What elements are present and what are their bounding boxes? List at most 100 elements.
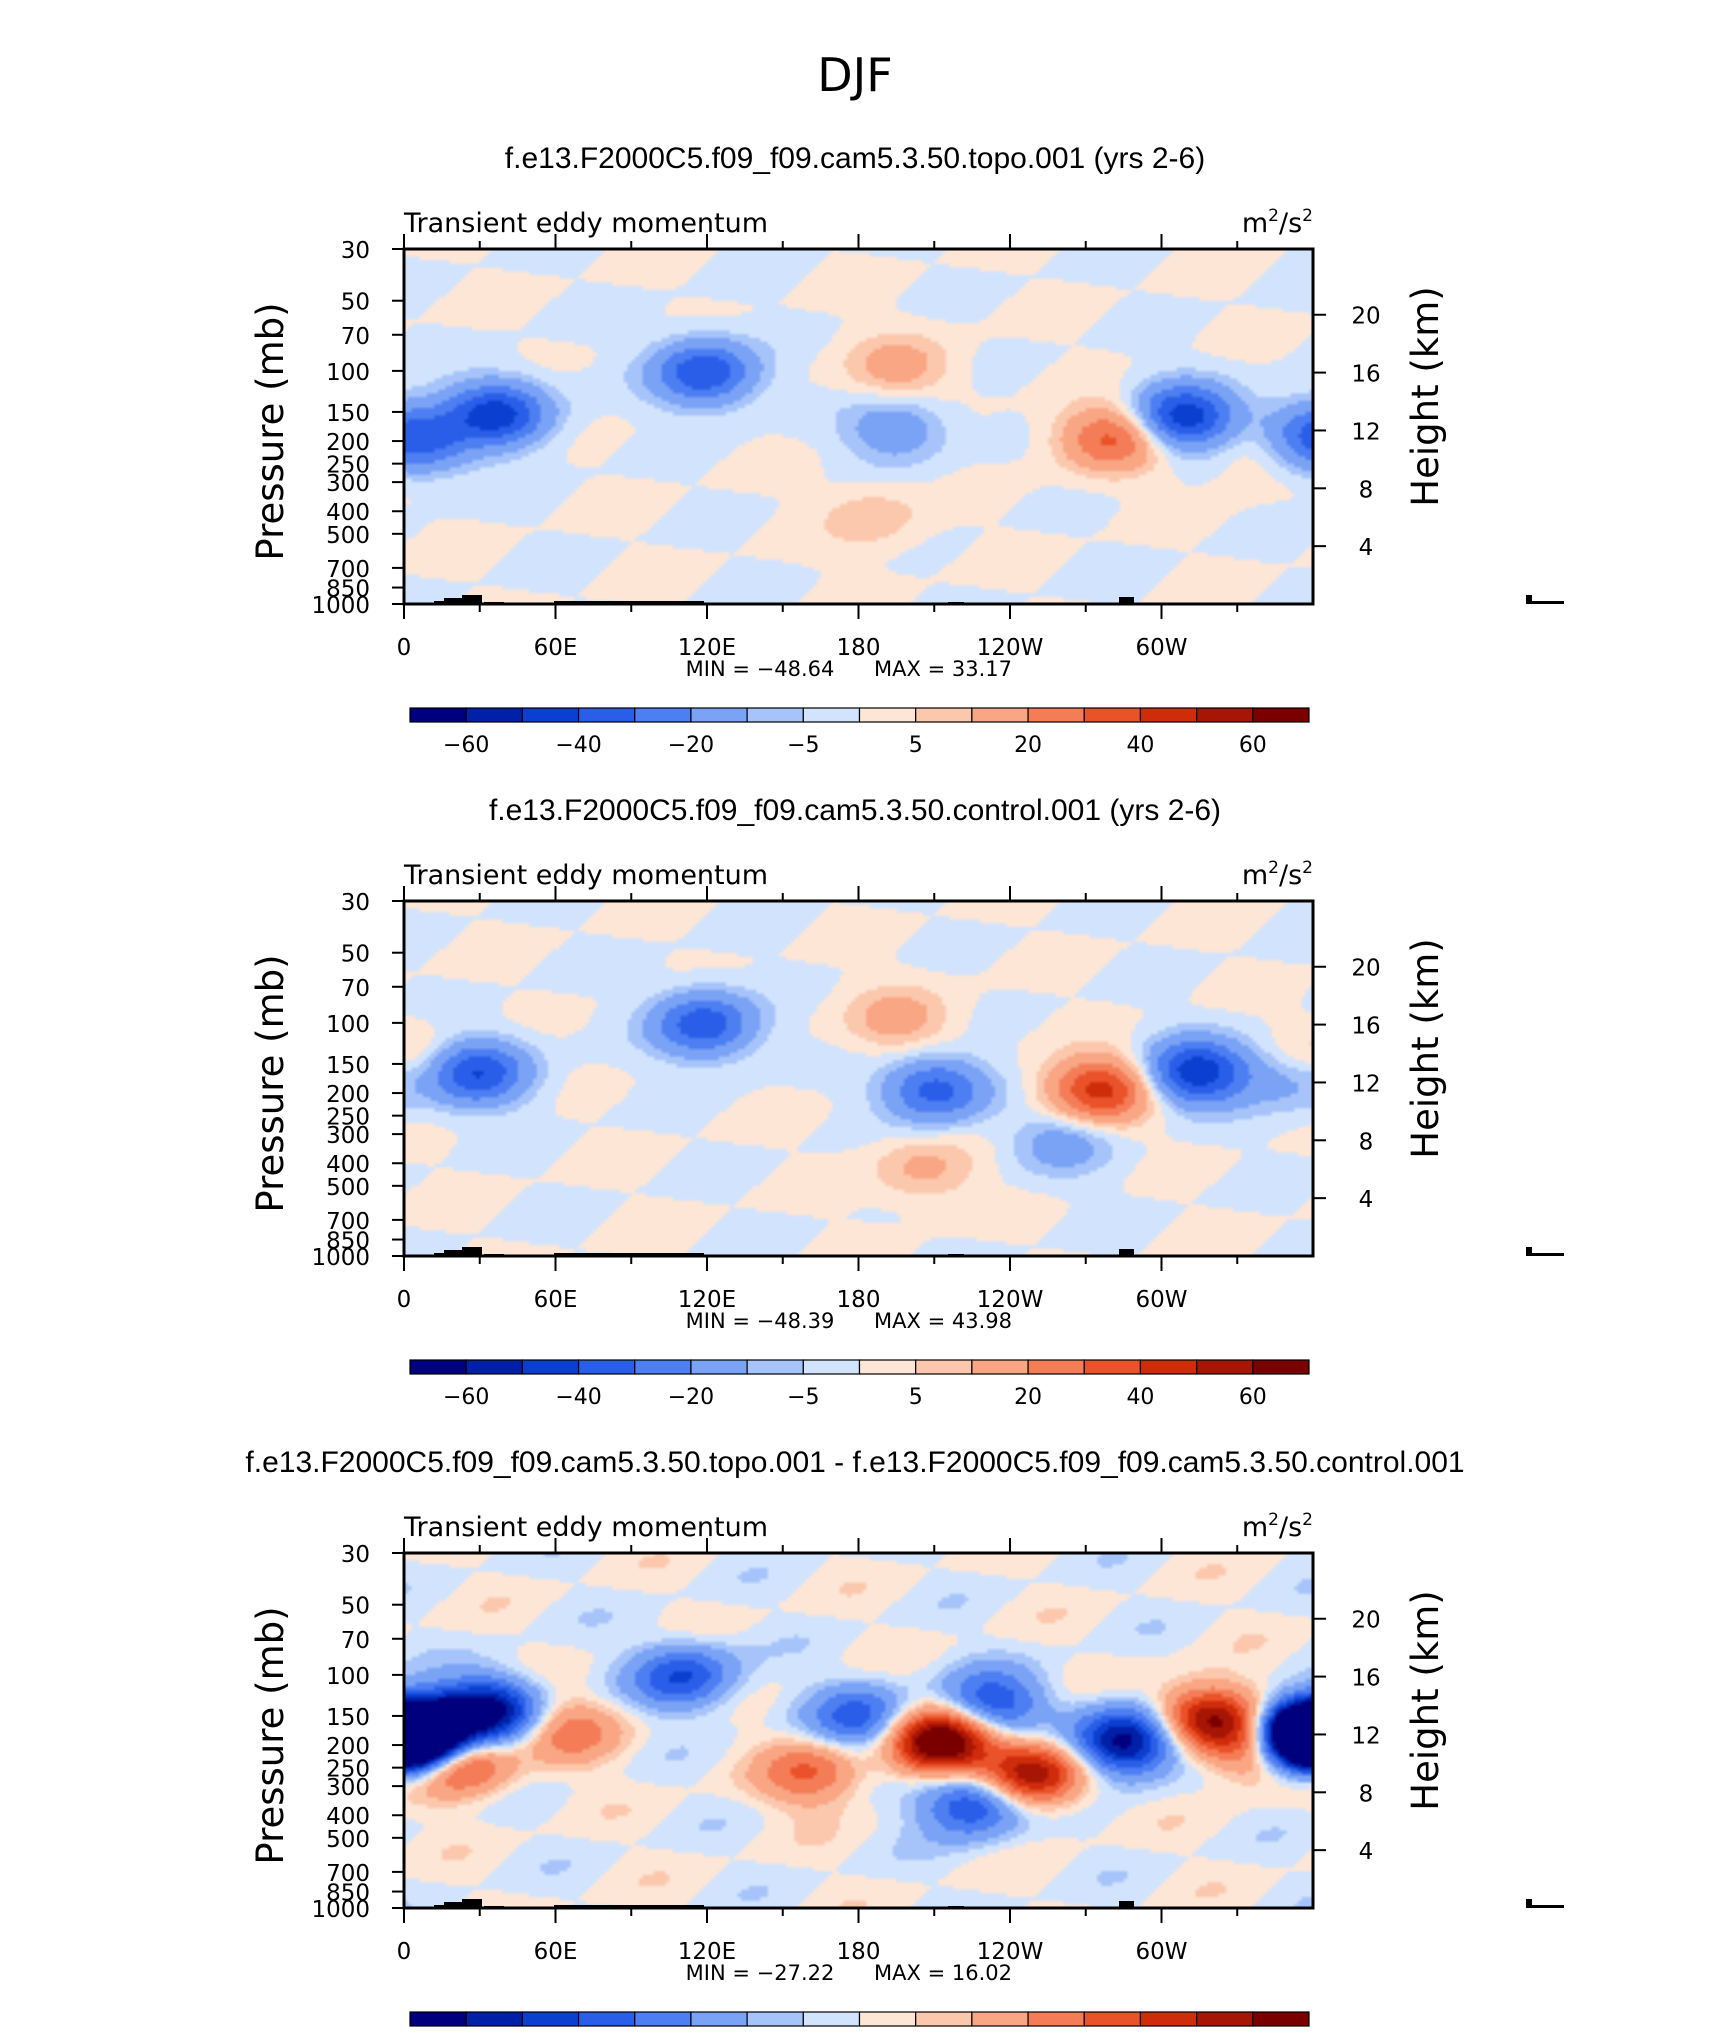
terrain-bar [444,1902,462,1908]
terrain-bar [1119,1901,1134,1908]
colorbar-label: 5 [909,1385,923,1410]
y-tick-label: 100 [326,1012,370,1038]
x-tick-label: 60W [1135,1287,1187,1313]
x-tick-label: 120W [977,1939,1044,1965]
colorbar-bin [577,707,636,723]
x-tick-label: 0 [397,1287,412,1313]
colorbar-label: 5 [909,733,923,758]
y-tick-label: 30 [341,238,370,264]
colorbar-bin [1083,1359,1142,1375]
x-tick-label: 0 [397,635,412,661]
y-axis-label: Pressure (mb) [249,302,292,560]
colorbar-bin [577,2011,636,2027]
units-label: m2/s2 [1242,1510,1313,1543]
terrain-bar [1526,595,1532,604]
y-tick-label: 70 [341,976,370,1002]
y-tick-label: 1000 [311,1897,370,1923]
x-tick-label: 120E [678,635,736,661]
colorbar-bin [858,2011,917,2027]
x-tick-label: 120W [977,1287,1044,1313]
y2-tick-label: 12 [1351,419,1380,445]
y2-tick-label: 4 [1359,1187,1374,1213]
panel-title: f.e13.F2000C5.f09_f09.cam5.3.50.topo.001… [245,1446,1464,1479]
colorbar-bin [746,1359,804,1375]
y2-axis-label: Height (km) [1404,1590,1447,1810]
y-tick-label: 1000 [311,593,370,619]
colorbar-bin [915,1359,973,1375]
colorbar-label: −5 [787,733,819,758]
y2-tick-label: 20 [1351,956,1380,982]
y-tick-label: 100 [326,360,370,386]
colorbar-bin [858,707,917,723]
variable-label: Transient eddy momentum [403,1512,768,1543]
x-tick-label: 60W [1135,1939,1187,1965]
terrain-bar [1532,601,1564,604]
colorbar-bin [746,707,804,723]
y-tick-label: 250 [326,1105,370,1131]
colorbar-label: −20 [668,733,714,758]
y-tick-label: 200 [326,430,370,456]
colorbar-label: −40 [555,733,601,758]
panel-title: f.e13.F2000C5.f09_f09.cam5.3.50.control.… [489,794,1221,827]
panel-1: f.e13.F2000C5.f09_f09.cam5.3.50.topo.001… [249,142,1564,758]
colorbar-bin [1027,707,1085,723]
colorbar-bin [634,1359,692,1375]
colorbar-bin [1139,2011,1198,2027]
terrain-bar [444,1250,462,1256]
min-label: MIN = −27.22 [686,1961,835,1985]
colorbar-label: 20 [1014,1385,1042,1410]
colorbar-bin [634,2011,692,2027]
contour-field [404,249,1313,604]
y-tick-label: 70 [341,1628,370,1654]
colorbar-bin [1196,707,1254,723]
y2-tick-label: 12 [1351,1071,1380,1097]
colorbar-bin [1196,1359,1254,1375]
y-tick-label: 30 [341,1542,370,1568]
y-tick-label: 150 [326,401,370,427]
colorbar-bin [690,1359,748,1375]
y-tick-label: 150 [326,1053,370,1079]
colorbar-label: 20 [1014,733,1042,758]
colorbar-bin [409,1359,467,1375]
y-tick-label: 50 [341,942,370,968]
y2-tick-label: 8 [1359,1781,1374,1807]
variable-label: Transient eddy momentum [403,208,768,239]
colorbar-label: 40 [1126,1385,1154,1410]
colorbar-label: −60 [443,1385,489,1410]
y-tick-label: 200 [326,1082,370,1108]
colorbar-bin [915,2011,973,2027]
colorbar-bin [971,2011,1029,2027]
colorbar-bin [1027,2011,1085,2027]
contour-field [404,901,1313,1256]
colorbar-bin [409,2011,467,2027]
min-label: MIN = −48.64 [686,657,835,681]
colorbar-bin [465,1359,523,1375]
units-label: m2/s2 [1242,858,1313,891]
colorbar-label: −5 [787,1385,819,1410]
colorbar-bin [802,1359,861,1375]
colorbar-bin [1252,2011,1310,2027]
min-label: MIN = −48.39 [686,1309,835,1333]
panel-title: f.e13.F2000C5.f09_f09.cam5.3.50.topo.001… [505,142,1205,175]
y-tick-label: 400 [326,500,370,526]
terrain-bar [462,595,482,604]
colorbar-bin [1196,2011,1254,2027]
y2-axis-label: Height (km) [1404,286,1447,506]
y-tick-label: 30 [341,890,370,916]
colorbar-bin [1027,1359,1085,1375]
colorbar-bin [858,1359,917,1375]
y-axis-label: Pressure (mb) [249,954,292,1212]
terrain-bar [462,1247,482,1256]
terrain-bar [1526,1899,1532,1908]
y-tick-label: 700 [326,1209,370,1235]
terrain-bar [444,598,462,604]
colorbar-bin [802,2011,861,2027]
y-tick-label: 850 [326,577,370,603]
y2-tick-label: 20 [1351,1608,1380,1634]
colorbar-label: 60 [1239,1385,1267,1410]
terrain-bar [1532,1253,1564,1256]
y-tick-label: 500 [326,1827,370,1853]
colorbar-label: −60 [443,733,489,758]
y-tick-label: 200 [326,1734,370,1760]
